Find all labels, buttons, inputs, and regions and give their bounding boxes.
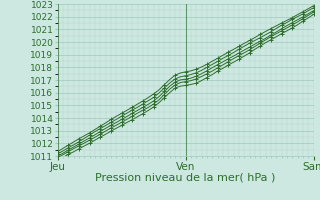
X-axis label: Pression niveau de la mer( hPa ): Pression niveau de la mer( hPa ) <box>95 173 276 183</box>
